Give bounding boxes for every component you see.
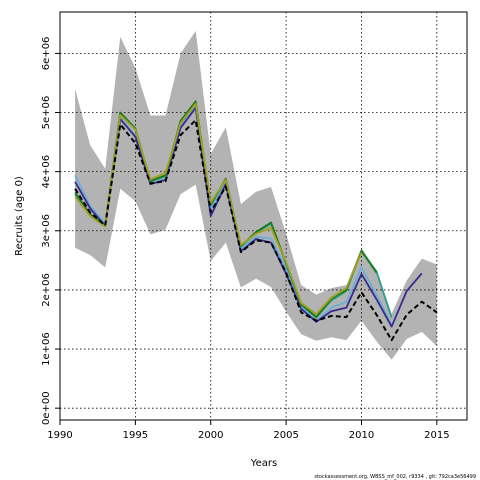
confidence-band (75, 30, 437, 360)
x-axis: 1990 1995 2000 2005 2010 2015 (47, 420, 450, 441)
y-tick-label: 4e+06 (41, 155, 52, 189)
series-lines (74, 100, 438, 342)
x-tick-label: 1990 (47, 430, 72, 441)
y-tick-label: 5e+06 (41, 96, 52, 130)
grid-lines (60, 12, 467, 420)
x-tick-label: 2015 (424, 430, 449, 441)
y-axis: 0e+00 1e+06 2e+06 3e+06 4e+06 5e+06 6e+06 (41, 37, 60, 425)
confidence-band-layer (75, 30, 437, 360)
series-line-6 (74, 119, 438, 342)
x-tick-label: 2000 (198, 430, 223, 441)
y-tick-label: 3e+06 (41, 214, 52, 248)
x-tick-label: 2005 (273, 430, 298, 441)
x-tick-label: 1995 (123, 430, 148, 441)
x-axis-title: Years (250, 458, 277, 469)
footer-credit: stockassessment.org, WBSS_mf_002, r9334 … (314, 474, 476, 480)
series-line-2 (74, 106, 423, 328)
y-tick-label: 6e+06 (41, 37, 52, 71)
plot-frame (59, 11, 468, 421)
series-line-5 (74, 102, 363, 316)
series-line-4 (74, 100, 378, 319)
y-tick-label: 0e+00 (41, 391, 52, 425)
y-tick-label: 2e+06 (41, 273, 52, 307)
y-tick-label: 1e+06 (41, 332, 52, 366)
y-axis-title: Recruits (age 0) (14, 176, 25, 256)
x-tick-label: 2010 (349, 430, 374, 441)
